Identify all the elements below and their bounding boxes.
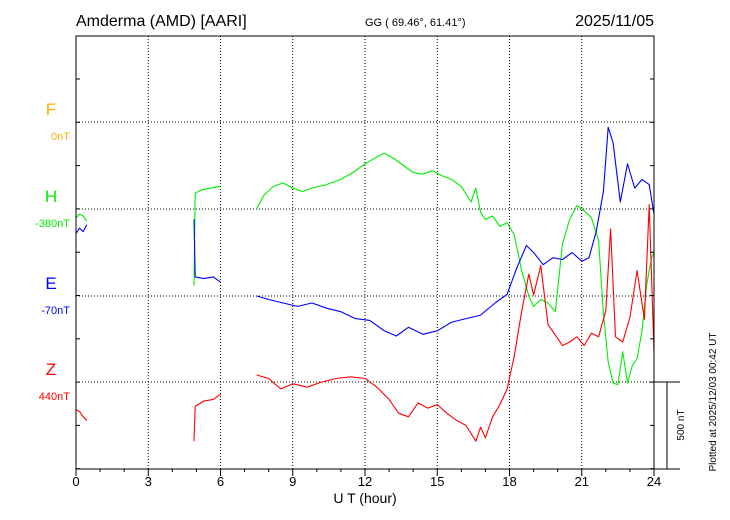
channel-baseline-f: 0nT <box>51 131 70 143</box>
channel-labels: F 0nT H -380nT E -70nT Z 440nT <box>35 100 70 403</box>
grid-lines <box>76 36 654 469</box>
trace-h-segment-2 <box>256 152 655 386</box>
date-label: 2025/11/05 <box>575 13 654 30</box>
x-tick-label: 15 <box>430 474 444 489</box>
x-tick-label: 12 <box>358 474 372 489</box>
trace-z-segment-1 <box>193 393 221 442</box>
trace-e-segment-2 <box>256 126 655 337</box>
scale-bar: 500 nT <box>654 381 687 470</box>
station-title: Amderma (AMD) [AARI] <box>76 13 247 30</box>
channel-baseline-z: 440nT <box>39 391 70 403</box>
plotted-timestamp: Plotted at 2025/12/03 00:42 UT <box>708 333 719 472</box>
x-tick-label: 21 <box>575 474 589 489</box>
channel-name-f: F <box>46 100 56 119</box>
x-tick-label: 24 <box>647 474 661 489</box>
x-tick-label: 6 <box>217 474 224 489</box>
x-tick-label: 9 <box>289 474 296 489</box>
channel-baseline-h: -380nT <box>35 218 70 230</box>
trace-e-segment-0 <box>75 224 88 234</box>
trace-z-segment-2 <box>256 203 655 442</box>
coordinates-label: GG ( 69.46°, 61.41°) <box>365 17 466 29</box>
channel-baseline-e: -70nT <box>41 305 70 317</box>
x-axis-ticks: 0 3 6 9 12 15 18 21 24 <box>72 78 661 489</box>
channel-name-z: Z <box>46 360 56 379</box>
x-axis-title: U T (hour) <box>333 490 396 506</box>
channel-name-e: E <box>45 274 56 293</box>
trace-h-segment-0 <box>75 213 88 222</box>
x-tick-label: 3 <box>145 474 152 489</box>
scale-bar-label: 500 nT <box>676 409 687 440</box>
plot-lines <box>75 126 655 442</box>
trace-h-segment-1 <box>193 185 221 286</box>
channel-name-h: H <box>45 187 57 206</box>
trace-e-segment-1 <box>193 219 221 283</box>
trace-z-segment-0 <box>75 409 88 421</box>
x-tick-label: 18 <box>502 474 516 489</box>
x-tick-label: 0 <box>72 474 79 489</box>
